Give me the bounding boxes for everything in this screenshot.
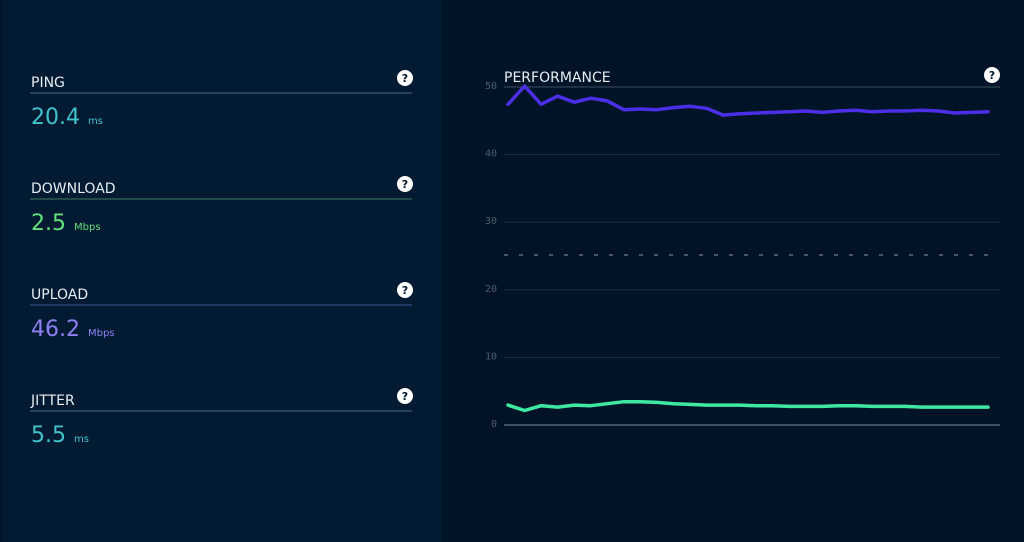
series-line: [506, 84, 990, 117]
y-tick-label: 50: [485, 81, 497, 92]
metric-label: JITTER: [30, 393, 75, 409]
help-icon-text[interactable]: ?: [989, 69, 995, 82]
help-icon[interactable]: [397, 176, 413, 192]
help-icon[interactable]: [397, 388, 413, 404]
metric-unit: ms: [74, 434, 89, 445]
y-tick-label: 20: [485, 284, 497, 295]
help-icon-text[interactable]: ?: [402, 72, 408, 85]
help-icon[interactable]: [397, 70, 413, 86]
metric-value: 20.4 ms: [31, 105, 103, 130]
metric-unit: Mbps: [88, 328, 115, 339]
chart-title: PERFORMANCE: [504, 70, 611, 86]
metric-label: DOWNLOAD: [31, 181, 116, 197]
metric-value-number: 2.5: [31, 211, 66, 236]
metric-label: PING: [31, 75, 65, 91]
series-line: [506, 399, 990, 413]
metrics-panel: [2, 0, 442, 542]
metric-value-number: 20.4: [31, 105, 80, 130]
help-icon-text[interactable]: ?: [402, 178, 408, 191]
y-tick-label: 10: [485, 351, 497, 362]
help-icon-text[interactable]: ?: [402, 284, 408, 297]
metric-unit: ms: [88, 116, 103, 127]
y-tick-label: 30: [485, 216, 497, 227]
y-tick-label: 0: [491, 419, 497, 430]
metric-unit: Mbps: [74, 222, 101, 233]
y-tick-label: 40: [485, 149, 497, 160]
metric-label: UPLOAD: [31, 287, 88, 303]
metric-value: 5.5 ms: [31, 423, 89, 448]
metric-value-number: 5.5: [31, 423, 66, 448]
metric-value-number: 46.2: [31, 317, 80, 342]
help-icon[interactable]: [984, 67, 1000, 83]
help-icon[interactable]: [397, 282, 413, 298]
metric-value: 46.2 Mbps: [31, 317, 115, 342]
metric-value: 2.5 Mbps: [31, 211, 101, 236]
help-icon-text[interactable]: ?: [402, 390, 408, 403]
